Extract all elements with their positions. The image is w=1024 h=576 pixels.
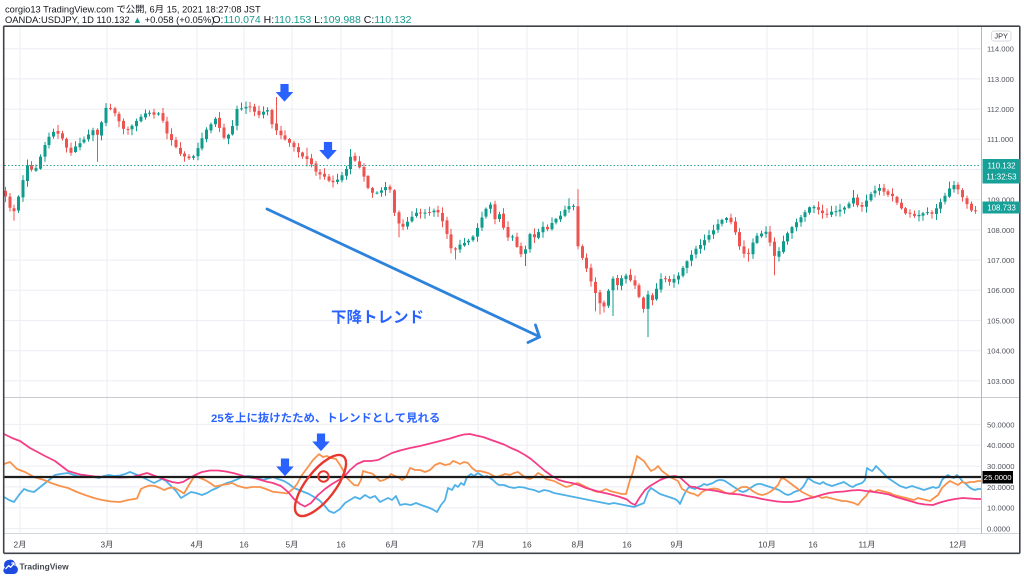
svg-text:110.153: 110.153 (274, 14, 311, 26)
svg-text:108.000: 108.000 (987, 226, 1014, 235)
svg-text:107.000: 107.000 (987, 256, 1014, 265)
svg-text:0.0000: 0.0000 (987, 525, 1010, 534)
svg-text:20.0000: 20.0000 (987, 483, 1014, 492)
svg-text:16: 16 (336, 539, 346, 549)
svg-text:103.000: 103.000 (987, 377, 1014, 386)
svg-text:110.074: 110.074 (224, 14, 261, 26)
svg-text:30.0000: 30.0000 (987, 462, 1014, 471)
svg-text:106.000: 106.000 (987, 286, 1014, 295)
svg-text:corgio13 TradingView.com: corgio13 TradingView.com (5, 4, 116, 14)
svg-text:15, 2021 18:27:08 JST: 15, 2021 18:27:08 JST (164, 4, 261, 14)
svg-text:108.733: 108.733 (987, 204, 1016, 213)
svg-text:12: 12 (949, 539, 959, 549)
svg-text:114.000: 114.000 (987, 45, 1014, 54)
svg-text:H:: H: (261, 14, 274, 26)
svg-text:112.000: 112.000 (987, 105, 1014, 114)
svg-text:40.0000: 40.0000 (987, 441, 1014, 450)
svg-text:110.132: 110.132 (988, 162, 1016, 171)
svg-text:9: 9 (671, 539, 676, 549)
svg-text:113.000: 113.000 (987, 75, 1014, 84)
svg-text:C:: C: (361, 14, 374, 26)
svg-text:105.000: 105.000 (987, 316, 1014, 325)
svg-text:JPY: JPY (994, 31, 1008, 40)
svg-text:4: 4 (191, 539, 196, 549)
svg-text:7: 7 (472, 539, 477, 549)
svg-text:, 6: , 6 (144, 4, 154, 14)
svg-text:109.988: 109.988 (323, 14, 361, 26)
svg-text:10.0000: 10.0000 (987, 504, 1014, 513)
svg-text:O:: O: (212, 14, 223, 26)
svg-text:25: 25 (211, 413, 224, 425)
svg-text:OANDA:USDJPY, 1D 110.132: OANDA:USDJPY, 1D 110.132 (5, 14, 132, 25)
svg-text:▲: ▲ (133, 14, 142, 25)
svg-text:6: 6 (386, 539, 391, 549)
svg-text:16: 16 (522, 539, 532, 549)
svg-text:8: 8 (572, 539, 577, 549)
svg-text:109.000: 109.000 (987, 196, 1014, 205)
svg-text:5: 5 (286, 539, 291, 549)
svg-text:25.0000: 25.0000 (984, 473, 1012, 482)
svg-text:50.0000: 50.0000 (987, 420, 1014, 429)
svg-text:104.000: 104.000 (987, 347, 1014, 356)
svg-text:11: 11 (859, 539, 868, 549)
svg-text:11:32:53: 11:32:53 (986, 173, 1017, 182)
svg-text:16: 16 (622, 539, 632, 549)
svg-text:3: 3 (101, 539, 106, 549)
svg-text:111.000: 111.000 (987, 135, 1013, 144)
svg-text:110.132: 110.132 (374, 14, 411, 26)
svg-text:L:: L: (311, 14, 323, 26)
svg-text:10: 10 (758, 539, 768, 549)
svg-text:16: 16 (808, 539, 818, 549)
svg-text:16: 16 (239, 539, 249, 549)
svg-text:+0.058 (+0.05%): +0.058 (+0.05%) (142, 14, 214, 25)
svg-text:TradingView: TradingView (20, 562, 70, 572)
svg-text:2: 2 (14, 539, 19, 549)
